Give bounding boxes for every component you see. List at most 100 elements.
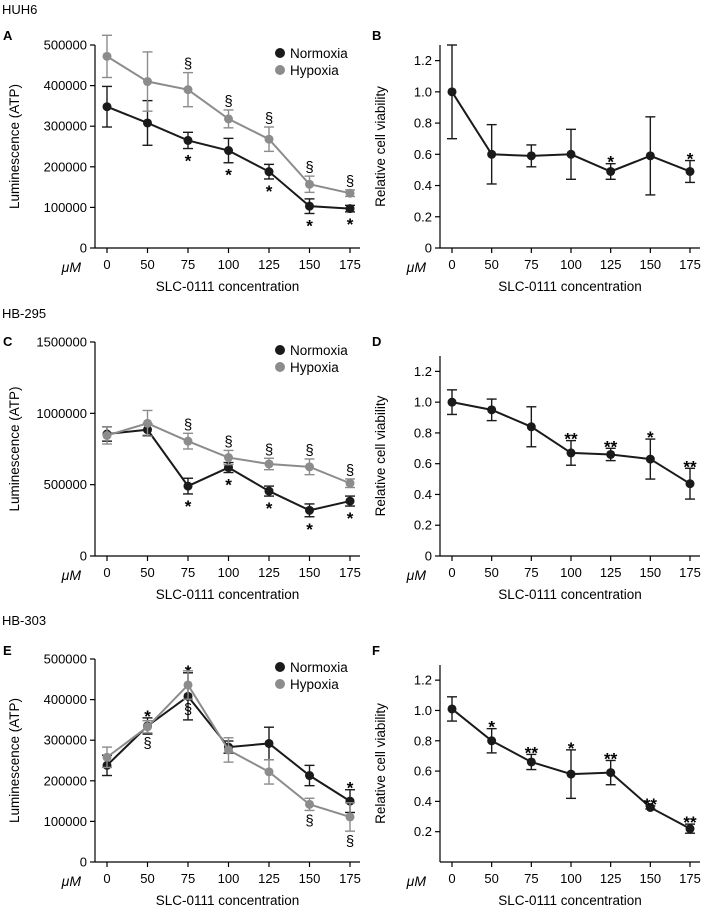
data-point — [224, 114, 233, 124]
y-tick-label: 0 — [80, 241, 87, 256]
x-tick-label: 100 — [560, 257, 582, 272]
panel-f: F 0.2 0.4 0.6 0.8 1.0 1.2 0 50 75 100 125 150 175 μM SL… — [372, 643, 701, 906]
data-point — [345, 812, 355, 822]
significance-marker: * — [306, 520, 313, 539]
x-tick-label: 50 — [140, 565, 154, 580]
significance-marker: * — [488, 718, 495, 737]
data-point — [447, 87, 457, 97]
data-point — [566, 769, 576, 779]
x-tick-label: 175 — [679, 565, 701, 580]
significance-marker: * — [568, 739, 575, 758]
y-tick-label: 0.8 — [414, 733, 432, 748]
data-point — [224, 146, 233, 156]
y-tick-label: 0.6 — [414, 147, 432, 162]
significance-marker: § — [346, 173, 354, 190]
x-unit-label: μM — [61, 873, 82, 889]
data-point — [606, 166, 616, 176]
row-title-huh6: HUH6 — [2, 2, 37, 17]
data-point — [183, 135, 193, 145]
x-tick-label: 175 — [339, 565, 361, 580]
significance-marker: ** — [604, 437, 618, 456]
x-tick-label: 125 — [600, 257, 622, 272]
x-tick-label: 100 — [560, 871, 582, 886]
y-tick-label: 0.2 — [414, 824, 432, 839]
significance-marker: * — [225, 476, 232, 495]
data-point — [183, 481, 193, 491]
data-point — [183, 436, 193, 446]
y-tick-label: 0.6 — [414, 764, 432, 779]
y-tick-label: 500000 — [44, 652, 87, 667]
significance-marker: § — [184, 701, 192, 718]
data-point — [224, 453, 233, 463]
y-tick-label: 0.2 — [414, 518, 432, 533]
data-point — [305, 799, 314, 809]
y-tick-label: 0 — [425, 241, 432, 256]
x-tick-label: 175 — [339, 871, 361, 886]
data-point — [264, 167, 274, 177]
x-axis-title: SLC-0111 concentration — [156, 587, 300, 602]
significance-marker: ** — [564, 430, 578, 449]
significance-marker: * — [306, 216, 313, 235]
y-tick-label: 100000 — [44, 814, 87, 829]
x-tick-label: 150 — [299, 257, 321, 272]
significance-marker: * — [266, 499, 273, 518]
x-tick-label: 125 — [258, 871, 280, 886]
y-tick-label: 0 — [425, 549, 432, 564]
data-point — [183, 680, 193, 690]
data-point — [345, 478, 355, 488]
data-point — [143, 77, 152, 87]
significance-marker: * — [607, 153, 614, 172]
data-point — [305, 771, 314, 781]
data-point — [606, 768, 616, 778]
legend-label: Normoxia — [290, 660, 348, 675]
y-tick-label: 1.0 — [414, 703, 432, 718]
y-tick-label: 0 — [80, 855, 87, 870]
y-tick-label: 1.2 — [414, 364, 432, 379]
data-point — [143, 418, 152, 428]
x-tick-label: 175 — [679, 257, 701, 272]
legend-marker — [275, 65, 285, 75]
data-point — [526, 422, 536, 432]
y-tick-label: 1.2 — [414, 673, 432, 688]
data-point — [645, 151, 655, 161]
panel-d: D 0 0.2 0.4 0.6 0.8 1.0 1.2 0 50 75 100 125 150 175 μM S… — [372, 334, 701, 602]
significance-marker: * — [647, 428, 654, 447]
data-point — [345, 496, 355, 506]
x-tick-label: 0 — [103, 257, 110, 272]
data-point — [224, 745, 233, 755]
x-unit-label: μM — [406, 567, 427, 583]
y-tick-label: 0.4 — [414, 178, 432, 193]
panel-letter-c: C — [3, 334, 13, 349]
data-point — [606, 449, 616, 459]
panel-e: E 0 100000 200000 300000 400000 500000 0 50 75 100… — [3, 643, 361, 906]
significance-marker: § — [224, 433, 232, 450]
data-point — [264, 134, 274, 144]
significance-marker: § — [184, 56, 192, 73]
x-tick-label: 75 — [181, 257, 195, 272]
legend-marker — [275, 362, 285, 372]
data-point — [102, 102, 112, 112]
significance-marker: * — [225, 166, 232, 185]
significance-marker: § — [305, 812, 313, 829]
x-tick-label: 75 — [524, 565, 538, 580]
series-hypoxia: § § § § § — [102, 34, 355, 198]
significance-marker: * — [185, 152, 192, 171]
y-tick-label: 300000 — [44, 119, 87, 134]
series-normoxia: * * * * * — [102, 85, 355, 235]
series-hypoxia: § § § § — [102, 670, 355, 850]
y-axis-title: Luminescence (ATP) — [7, 84, 22, 209]
y-tick-label: 0.8 — [414, 425, 432, 440]
series-relative-cell-viability: * * — [447, 44, 695, 196]
data-point — [183, 85, 193, 95]
x-tick-label: 50 — [484, 257, 498, 272]
data-point — [566, 149, 576, 159]
data-point — [685, 166, 695, 176]
data-point — [345, 204, 355, 214]
significance-marker: § — [143, 735, 151, 752]
x-tick-label: 50 — [140, 871, 154, 886]
panel-c: C 0 500000 1000000 1500000 0 50 75 100 125 150 175 μ… — [3, 334, 361, 602]
y-axis-title: Relative cell viability — [373, 395, 388, 516]
data-point — [645, 454, 655, 464]
